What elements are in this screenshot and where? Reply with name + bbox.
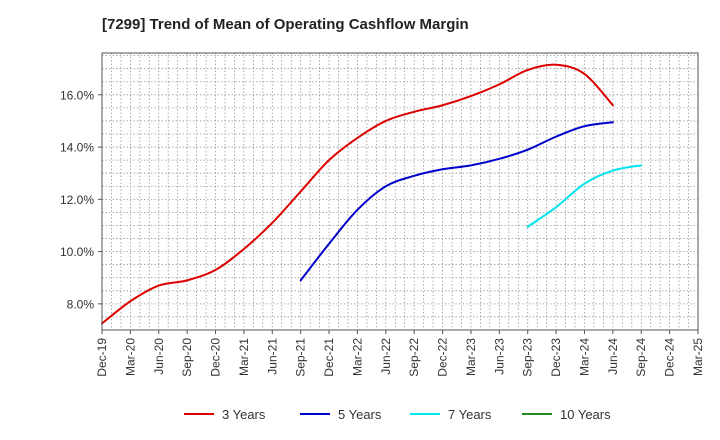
legend-label: 10 Years <box>560 407 611 422</box>
grid-layer <box>101 53 699 331</box>
x-tick-label: Dec-24 <box>663 338 677 377</box>
x-tick-label: Mar-21 <box>237 338 251 376</box>
chart-title: [7299] Trend of Mean of Operating Cashfl… <box>102 16 469 33</box>
x-tick-label: Sep-23 <box>521 338 535 377</box>
x-tick-label: Dec-21 <box>322 338 336 377</box>
x-tick-label: Dec-23 <box>549 338 563 377</box>
x-tick-label: Mar-20 <box>123 338 137 376</box>
x-tick-label: Jun-22 <box>379 338 393 375</box>
x-tick-label: Jun-24 <box>606 338 620 375</box>
x-tick-label: Dec-19 <box>95 338 109 377</box>
x-tick-label: Dec-20 <box>209 338 223 377</box>
y-tick-label: 16.0% <box>60 88 94 102</box>
x-tick-label: Mar-25 <box>691 338 705 376</box>
x-tick-label: Jun-20 <box>152 338 166 375</box>
plot-frame <box>101 52 699 331</box>
legend-label: 3 Years <box>222 407 266 422</box>
x-tick-label: Sep-22 <box>407 338 421 377</box>
x-tick-label: Mar-22 <box>350 338 364 376</box>
legend-item-5-years: 5 Years <box>300 407 382 422</box>
series-line-5-years <box>299 121 614 282</box>
series-line-3-years <box>101 63 614 325</box>
y-tick-label: 10.0% <box>60 245 94 259</box>
legend-label: 5 Years <box>338 407 382 422</box>
x-tick-label: Sep-20 <box>180 338 194 377</box>
legend-item-3-years: 3 Years <box>184 407 266 422</box>
plot-area <box>102 53 698 330</box>
x-tick-label: Sep-24 <box>634 338 648 377</box>
legend-item-10-years: 10 Years <box>522 407 611 422</box>
legend-item-7-years: 7 Years <box>410 407 492 422</box>
x-tick-label: Mar-24 <box>577 338 591 376</box>
y-tick-label: 12.0% <box>60 193 94 207</box>
series-line-7-years <box>526 164 643 228</box>
x-tick-label: Jun-23 <box>492 338 506 375</box>
x-tick-label: Dec-22 <box>436 338 450 377</box>
legend-label: 7 Years <box>448 407 492 422</box>
x-tick-label: Jun-21 <box>265 338 279 375</box>
x-tick-label: Sep-21 <box>294 338 308 377</box>
y-tick-label: 14.0% <box>60 141 94 155</box>
series-layer <box>101 63 643 325</box>
y-tick-label: 8.0% <box>67 297 95 311</box>
legend: 3 Years 5 Years 7 Years 10 Years <box>184 407 611 422</box>
axis-layer: 8.0% 10.0% 12.0% 14.0% 16.0% Dec-19 Mar-20 Jun-… <box>60 52 705 377</box>
x-tick-label: Mar-23 <box>464 338 478 376</box>
